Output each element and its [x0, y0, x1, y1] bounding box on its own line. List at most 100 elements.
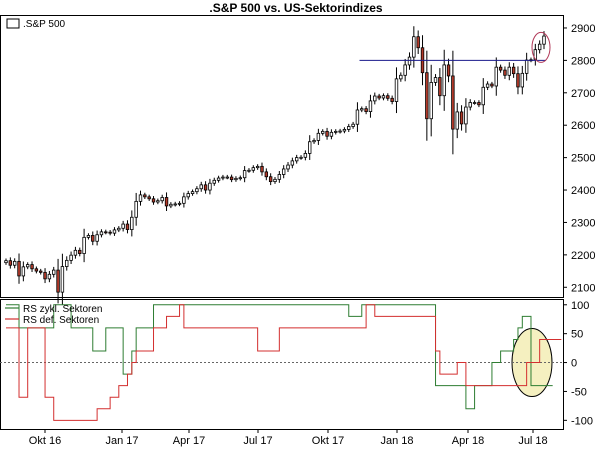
candle [542, 31, 546, 50]
rs-y-tick-label: 100 [571, 300, 589, 312]
price-y-tick-label: 2600 [571, 120, 595, 132]
candle [125, 220, 130, 234]
candle-body [403, 64, 407, 76]
candle [368, 94, 373, 118]
candle-body [229, 176, 234, 181]
candle-body [329, 131, 334, 137]
candle-body [143, 194, 147, 198]
candle [47, 270, 52, 283]
x-tick-label: Okt 16 [29, 435, 61, 447]
candle-body [286, 164, 290, 170]
candle-body [65, 259, 69, 267]
candle-body [416, 36, 420, 49]
candle-body [34, 268, 39, 272]
candle [459, 105, 464, 131]
candle-body [47, 273, 52, 280]
candle [442, 49, 446, 111]
candle [169, 202, 173, 209]
price-y-tick-label: 2200 [571, 250, 595, 262]
rs-y-tick-label: 50 [571, 329, 583, 341]
candle-body [73, 249, 78, 256]
candle [199, 181, 203, 192]
candle [351, 121, 355, 129]
candle-body [373, 95, 377, 102]
candle-body [498, 66, 503, 71]
candle-body [442, 64, 446, 97]
x-axis: Okt 16 Jan 17 Apr 17 Jul 17 Okt 17 Jan 18 Apr … [29, 429, 548, 447]
candle [316, 128, 321, 145]
candle [104, 229, 108, 235]
candle [30, 261, 34, 272]
price-y-tick-label: 2500 [571, 153, 595, 165]
candle-body [433, 77, 438, 83]
candle [25, 262, 30, 270]
candle [438, 68, 442, 106]
candle-body [91, 235, 95, 242]
candle [286, 162, 290, 173]
candle [429, 64, 433, 137]
candle [65, 256, 69, 271]
candle [355, 102, 360, 132]
candle-body [438, 77, 442, 97]
candle [381, 93, 386, 101]
candle [342, 127, 347, 134]
candle [455, 102, 459, 139]
candle-body [490, 83, 494, 87]
candle-body [121, 223, 125, 229]
candle [234, 176, 238, 182]
candle [86, 233, 91, 240]
candle [511, 62, 516, 78]
legend-label-rs-defensive: RS def. Sektoren [23, 315, 99, 326]
candle [203, 181, 208, 194]
candle [190, 189, 195, 196]
candle-body [468, 102, 472, 108]
candle-body [464, 106, 468, 125]
candle [294, 154, 299, 164]
candle [273, 177, 277, 184]
rs-defensive-line [6, 304, 562, 421]
candle-body [255, 165, 260, 169]
rs-y-tick-label: 0 [571, 358, 577, 370]
candle [394, 67, 399, 114]
candle-body [108, 231, 112, 234]
candle-body [360, 108, 364, 111]
candle [308, 135, 312, 160]
candle [177, 201, 182, 207]
candle [364, 106, 368, 115]
candle-body [43, 271, 47, 280]
candle [195, 186, 199, 195]
candle-body [334, 130, 338, 133]
candle [277, 170, 282, 183]
candle [69, 251, 73, 265]
price-y-tick-label: 2700 [571, 88, 595, 100]
candle-body [234, 177, 238, 181]
candle-body [511, 66, 516, 75]
candle-body [169, 203, 173, 207]
candle [108, 230, 112, 236]
candle [403, 58, 407, 82]
candle-body [225, 176, 229, 179]
candle [229, 174, 234, 183]
candle-body [355, 109, 360, 125]
candle-body [290, 160, 295, 166]
candle [325, 127, 329, 140]
candle-body [485, 83, 490, 88]
candle [60, 253, 65, 305]
price-y-tick-label: 2900 [571, 23, 595, 35]
rs-y-tick-label: -50 [571, 386, 587, 398]
candle [39, 268, 43, 275]
candle [216, 175, 221, 183]
candle-body [264, 171, 269, 178]
candle-body [338, 130, 342, 133]
candle [73, 246, 78, 259]
candle [468, 99, 472, 111]
candle-body [481, 86, 485, 106]
candle [156, 198, 160, 205]
candle [373, 92, 377, 105]
candle-body [377, 95, 381, 99]
candle [130, 210, 134, 237]
candle [164, 192, 169, 212]
highlight-circle-price [531, 31, 551, 63]
candle-body [472, 102, 477, 104]
candle [321, 129, 325, 136]
